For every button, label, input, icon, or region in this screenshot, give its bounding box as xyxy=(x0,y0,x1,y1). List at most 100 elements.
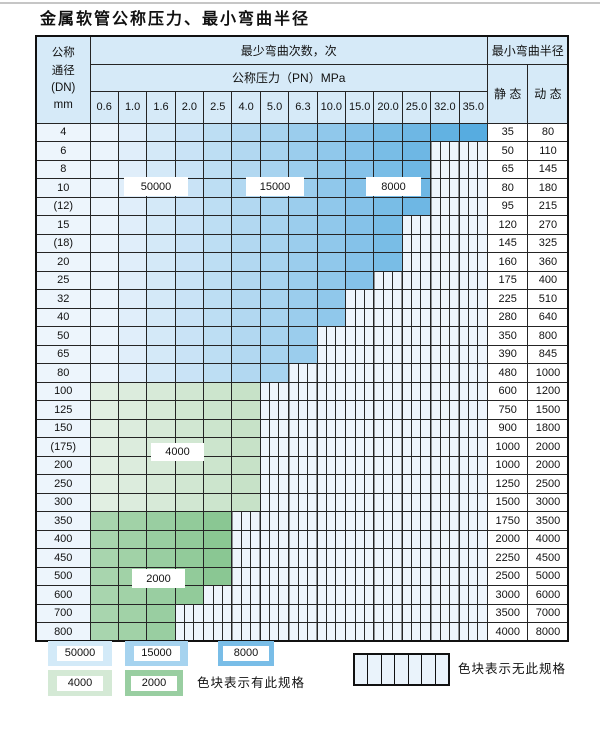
spec-cell-nospec xyxy=(373,529,403,549)
no-spec-stripe xyxy=(368,655,382,684)
legend-swatch-label: 2000 xyxy=(131,675,177,691)
table-row: 350 1750 3500 xyxy=(35,511,569,531)
spec-cell-nospec xyxy=(430,455,460,475)
spec-cell-nospec xyxy=(345,622,375,642)
static-value-cell: 900 xyxy=(486,418,529,438)
spec-cell-available xyxy=(231,196,261,216)
spec-cell-nospec xyxy=(458,455,488,475)
spec-cell-nospec xyxy=(259,400,290,420)
spec-cell-available xyxy=(117,159,148,179)
spec-cell-nospec xyxy=(458,252,488,272)
spec-cell-available xyxy=(231,252,261,272)
pn-col-header: 20.0 xyxy=(373,90,403,124)
spec-cell-nospec xyxy=(401,307,432,327)
spec-cell-nospec xyxy=(259,437,290,457)
spec-cell-nospec xyxy=(231,585,261,605)
spec-cell-available xyxy=(146,548,176,568)
spec-cell-available xyxy=(288,141,318,161)
spec-cell-available xyxy=(231,492,261,512)
spec-cell-available xyxy=(231,307,261,327)
spec-cell-available xyxy=(373,122,403,142)
spec-cell-nospec xyxy=(458,603,488,623)
spec-cell-available xyxy=(89,566,119,586)
spec-cell-nospec xyxy=(259,455,290,475)
spec-cell-available xyxy=(117,437,148,457)
legend-swatch-label: 15000 xyxy=(133,646,180,661)
dn-cell: 4 xyxy=(35,122,91,142)
spec-cell-available xyxy=(316,307,347,327)
spec-cell-nospec xyxy=(203,585,233,605)
spec-cell-available xyxy=(174,381,205,401)
dn-cell: 350 xyxy=(35,511,91,531)
spec-cell-available xyxy=(117,622,148,642)
spec-cell-available xyxy=(373,215,403,235)
dn-cell: 100 xyxy=(35,381,91,401)
static-value-cell: 95 xyxy=(486,196,529,216)
dn-cell: 150 xyxy=(35,418,91,438)
static-value-cell: 50 xyxy=(486,141,529,161)
dynamic-value-cell: 360 xyxy=(527,252,569,272)
dn-cell: 600 xyxy=(35,585,91,605)
spec-cell-nospec xyxy=(259,548,290,568)
spec-cell-nospec xyxy=(430,196,460,216)
dynamic-value-cell: 145 xyxy=(527,159,569,179)
dynamic-value-cell: 3500 xyxy=(527,511,569,531)
dynamic-value-cell: 180 xyxy=(527,178,569,198)
spec-cell-available xyxy=(373,141,403,161)
spec-cell-available xyxy=(89,455,119,475)
no-spec-stripe xyxy=(355,655,369,684)
table-row: 125 750 1500 xyxy=(35,400,569,420)
pn-col-header: 2.0 xyxy=(174,90,205,124)
spec-cell-nospec xyxy=(401,400,432,420)
spec-cell-nospec xyxy=(259,474,290,494)
spec-cell-available xyxy=(259,122,290,142)
spec-cell-available xyxy=(288,307,318,327)
spec-cell-nospec xyxy=(316,511,347,531)
dynamic-value-cell: 2000 xyxy=(527,455,569,475)
static-value-cell: 480 xyxy=(486,363,529,383)
spec-cell-nospec xyxy=(316,474,347,494)
spec-cell-available xyxy=(89,270,119,290)
spec-cell-nospec xyxy=(430,474,460,494)
spec-cell-available xyxy=(231,381,261,401)
spec-cell-nospec xyxy=(316,326,347,346)
spec-cell-nospec xyxy=(430,511,460,531)
page-title: 金属软管公称压力、最小弯曲半径 xyxy=(40,9,311,28)
spec-cell-nospec xyxy=(174,622,205,642)
spec-cell-available xyxy=(174,326,205,346)
spec-cell-nospec xyxy=(288,566,318,586)
spec-cell-available xyxy=(373,196,403,216)
spec-cell-nospec xyxy=(430,622,460,642)
static-value-cell: 350 xyxy=(486,326,529,346)
pn-col-header: 35.0 xyxy=(458,90,488,124)
static-value-cell: 2500 xyxy=(486,566,529,586)
overlay-label: 50000 xyxy=(124,177,188,196)
top-rule xyxy=(0,2,600,4)
spec-cell-nospec xyxy=(345,585,375,605)
spec-cell-available xyxy=(203,363,233,383)
spec-cell-available xyxy=(203,289,233,309)
spec-cell-nospec xyxy=(458,437,488,457)
spec-cell-available xyxy=(231,141,261,161)
spec-cell-nospec xyxy=(458,141,488,161)
spec-cell-available xyxy=(203,418,233,438)
spec-cell-nospec xyxy=(458,548,488,568)
spec-cell-nospec xyxy=(401,437,432,457)
spec-cell-available xyxy=(117,215,148,235)
static-value-cell: 2000 xyxy=(486,529,529,549)
spec-cell-available xyxy=(146,233,176,253)
table-row: 80 480 1000 xyxy=(35,363,569,383)
static-value-cell: 600 xyxy=(486,381,529,401)
spec-cell-nospec xyxy=(288,529,318,549)
spec-cell-nospec xyxy=(259,603,290,623)
spec-cell-available xyxy=(174,418,205,438)
spec-cell-available xyxy=(231,289,261,309)
legend-swatch: 8000 xyxy=(218,641,274,666)
spec-cell-nospec xyxy=(345,603,375,623)
spec-cell-available xyxy=(146,215,176,235)
spec-cell-nospec xyxy=(401,529,432,549)
dynamic-value-cell: 270 xyxy=(527,215,569,235)
spec-cell-nospec xyxy=(430,159,460,179)
spec-cell-available xyxy=(401,159,432,179)
